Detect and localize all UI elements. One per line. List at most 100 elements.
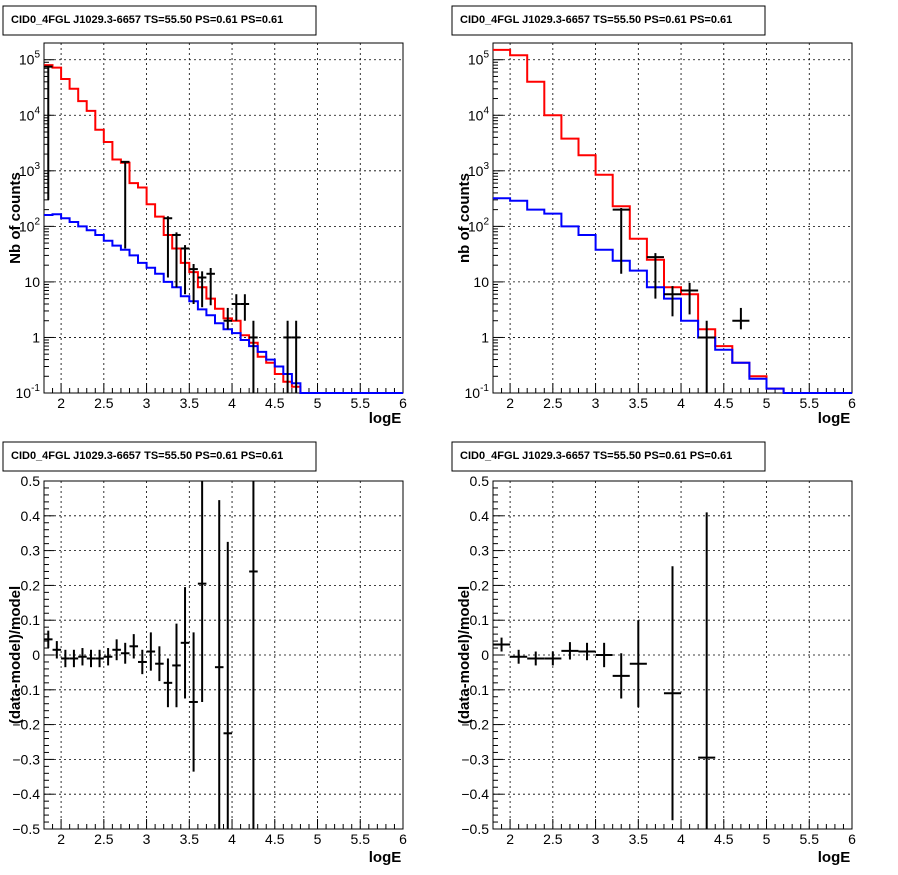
data-point	[698, 320, 716, 393]
x-tick-label: 3	[592, 395, 600, 411]
y-tick-label: 0.2	[470, 577, 490, 593]
data-point	[120, 642, 130, 664]
y-tick-base: 0.1	[21, 612, 41, 628]
x-tick-label: 2.5	[94, 395, 114, 411]
y-tick-label: 0	[32, 647, 40, 663]
x-tick-label: 5	[314, 831, 322, 847]
y-tick-label: −0.2	[12, 717, 40, 733]
series-total-model	[493, 48, 852, 394]
x-tick-label: 6	[399, 831, 407, 847]
x-tick-label: 4	[228, 831, 236, 847]
y-tick-base: −0.5	[461, 821, 489, 837]
data-point	[189, 632, 198, 772]
y-tick-exponent: -1	[31, 383, 40, 394]
data-points	[44, 481, 258, 829]
y-tick-base: −0.1	[461, 682, 489, 698]
y-tick-label: 0	[481, 647, 489, 663]
chart-title: CID0_4FGL J1029.3-6657 TS=55.50 PS=0.61 …	[11, 450, 283, 462]
data-point	[732, 307, 750, 330]
x-tick-label: 4	[228, 395, 236, 411]
y-tick-label: 0.4	[470, 508, 490, 524]
x-tick-label: 5.5	[351, 395, 371, 411]
data-point	[646, 253, 664, 299]
data-point	[578, 642, 596, 661]
y-tick-base: 10	[24, 274, 40, 290]
y-tick-base: 0.3	[21, 543, 41, 559]
data-point	[112, 639, 121, 661]
series-background	[44, 213, 403, 394]
y-tick-base: 10	[16, 385, 32, 401]
data-point	[86, 649, 96, 668]
x-tick-label: 6	[848, 831, 856, 847]
data-point	[544, 651, 562, 666]
x-tick-label: 4.5	[265, 395, 285, 411]
x-tick-label: 2	[57, 395, 65, 411]
y-tick-exponent: 5	[483, 50, 489, 61]
data-point	[698, 512, 716, 829]
data-point	[180, 587, 190, 699]
data-point	[214, 500, 224, 829]
data-point	[44, 65, 53, 200]
y-tick-base: 1	[32, 329, 40, 345]
tick-marks	[43, 42, 404, 394]
data-point	[197, 481, 207, 702]
plot-frame	[492, 42, 853, 394]
y-tick-label: 10-1	[16, 383, 41, 401]
title-box	[451, 5, 766, 36]
data-point	[69, 649, 79, 668]
y-tick-label: 0.3	[470, 543, 490, 559]
chart-title: CID0_4FGL J1029.3-6657 TS=55.50 PS=0.61 …	[460, 14, 732, 26]
y-tick-base: 10	[468, 107, 484, 123]
data-point	[663, 566, 682, 821]
y-tick-base: 10	[19, 52, 35, 68]
data-point	[232, 294, 241, 321]
x-tick-label: 5.5	[800, 831, 820, 847]
y-tick-exponent: 3	[34, 161, 40, 172]
y-tick-label: 1	[481, 329, 489, 345]
data-point	[223, 307, 233, 330]
title-box	[451, 441, 766, 472]
y-tick-exponent: 4	[483, 105, 489, 116]
y-tick-label: 103	[468, 161, 490, 179]
x-axis-title: logE	[818, 849, 851, 866]
data-point	[249, 481, 258, 829]
data-point	[163, 658, 173, 708]
y-tick-label: 10	[473, 274, 489, 290]
y-tick-base: −0.2	[461, 717, 489, 733]
x-axis-title: logE	[818, 410, 851, 427]
x-tick-label: 2.5	[94, 831, 114, 847]
x-tick-label: 6	[399, 395, 407, 411]
y-tick-label: −0.5	[12, 821, 40, 837]
x-tick-label: 4	[677, 831, 685, 847]
x-tick-label: 5.5	[351, 831, 371, 847]
y-tick-base: −0.5	[12, 821, 40, 837]
y-tick-label: 103	[19, 161, 41, 179]
y-axis-title: nb of counts	[456, 173, 473, 263]
y-tick-label: 0.3	[21, 543, 41, 559]
y-tick-label: 0.4	[21, 508, 41, 524]
data-points	[44, 65, 301, 393]
x-tick-label: 2	[506, 831, 514, 847]
x-tick-label: 3.5	[629, 831, 649, 847]
grid	[493, 43, 852, 393]
data-point	[595, 642, 613, 668]
y-tick-label: −0.5	[461, 821, 489, 837]
x-axis-title: logE	[369, 410, 402, 427]
data-points	[612, 208, 750, 393]
y-tick-base: 0.4	[21, 508, 41, 524]
panel-top-right: CID0_4FGL J1029.3-6657 TS=55.50 PS=0.61 …	[451, 5, 856, 427]
tick-marks	[43, 480, 404, 830]
chart-title: CID0_4FGL J1029.3-6657 TS=55.50 PS=0.61 …	[460, 450, 732, 462]
y-tick-base: 10	[473, 274, 489, 290]
data-point	[189, 264, 198, 305]
x-tick-label: 6	[848, 395, 856, 411]
y-tick-label: 0.1	[21, 612, 41, 628]
y-tick-base: 10	[19, 163, 35, 179]
x-tick-label: 3.5	[180, 395, 200, 411]
data-point	[283, 320, 292, 393]
title-box	[2, 441, 317, 472]
data-point	[52, 641, 62, 659]
y-tick-exponent: 2	[34, 216, 40, 227]
data-point	[240, 294, 250, 321]
